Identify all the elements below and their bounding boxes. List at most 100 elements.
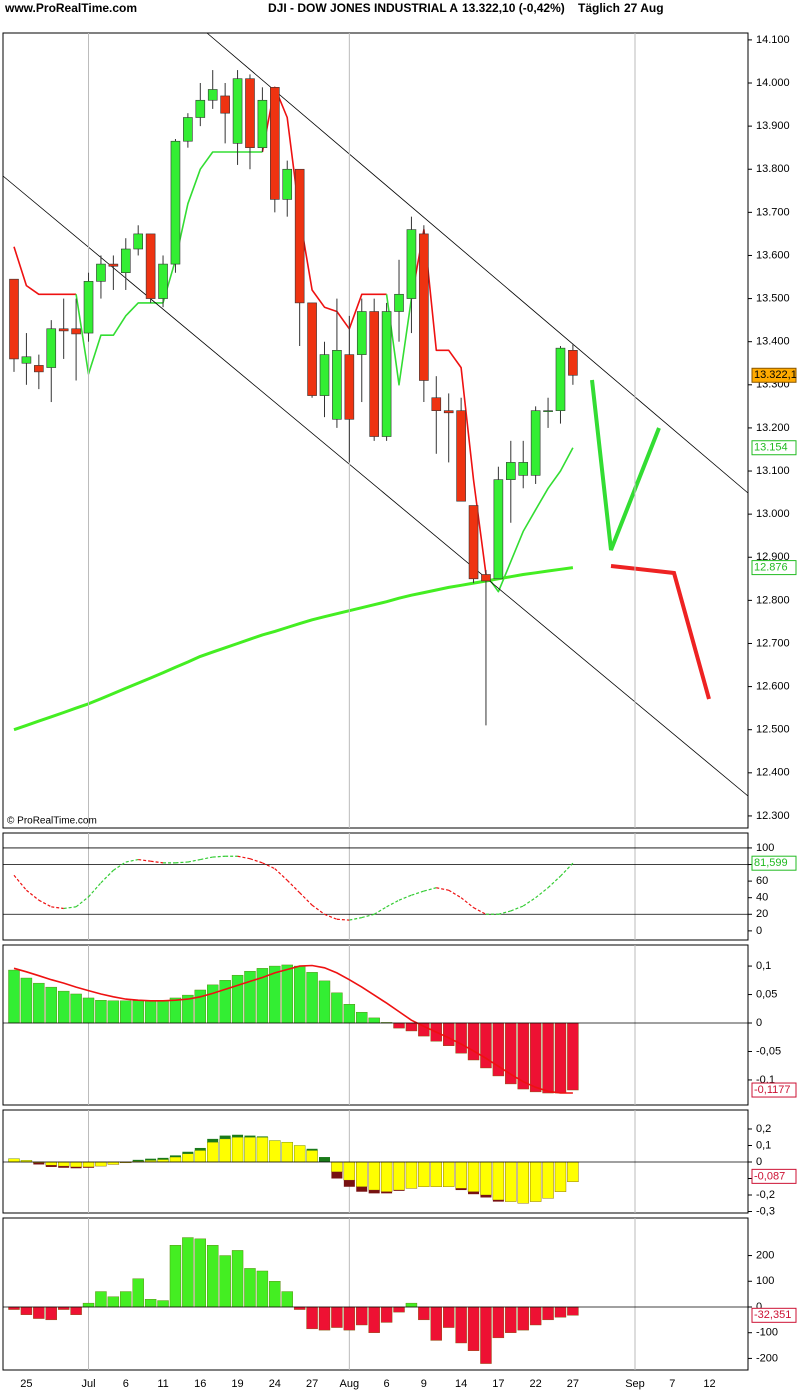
- candle-body: [481, 574, 491, 582]
- y-tick-label: 100: [756, 842, 774, 854]
- candle-body: [505, 462, 516, 480]
- candle-body: [207, 89, 218, 101]
- last-value-label: -32,351: [754, 1309, 791, 1321]
- bar: [529, 1161, 542, 1202]
- bar-cap: [244, 1135, 256, 1138]
- bar-cap: [331, 1171, 343, 1179]
- bar-cap: [58, 1166, 70, 1168]
- bar-cap: [256, 1136, 268, 1138]
- bar: [306, 972, 318, 1024]
- candle-body: [170, 140, 181, 265]
- candle-body: [294, 168, 305, 304]
- bar: [331, 1161, 343, 1173]
- candle-body: [555, 347, 566, 411]
- bar: [82, 1161, 95, 1168]
- candle-body: [468, 505, 479, 580]
- bar: [343, 1161, 356, 1181]
- candle-body: [307, 302, 317, 396]
- line-segment: [311, 904, 325, 915]
- last-value-box: [751, 1168, 797, 1184]
- bar: [33, 982, 45, 1024]
- y-tick-label: 0: [756, 1156, 762, 1168]
- line-segment: [262, 862, 276, 870]
- y-tick-label: -100: [756, 1327, 778, 1339]
- y-tick-label: 13.100: [756, 465, 790, 477]
- bar: [467, 1161, 480, 1192]
- bar: [45, 1306, 57, 1321]
- last-value-label: 13.154: [754, 442, 788, 454]
- last-value-label: 13.322,1: [754, 369, 797, 381]
- last-value-box: [751, 1307, 797, 1323]
- bar: [467, 1022, 480, 1061]
- bar: [430, 1306, 442, 1341]
- line-segment: [299, 892, 313, 906]
- bar: [70, 1161, 82, 1168]
- bar: [306, 1150, 318, 1163]
- line-segment: [38, 899, 52, 908]
- last-value-label: -0,087: [754, 1170, 785, 1182]
- source: www.ProRealTime.com: [4, 1, 137, 15]
- x-tick-label: 14: [455, 1378, 467, 1390]
- line-segment: [200, 856, 213, 861]
- candle-body: [34, 365, 44, 373]
- bar-cap: [219, 1135, 231, 1139]
- line-segment: [373, 906, 387, 915]
- last-value-box: [751, 560, 797, 576]
- bar: [529, 1022, 542, 1093]
- line-segment: [411, 890, 425, 896]
- line-segment: [150, 860, 164, 864]
- bar: [480, 1161, 492, 1196]
- bar: [455, 1022, 467, 1054]
- x-tick-label: 6: [123, 1378, 129, 1390]
- bar: [443, 1161, 455, 1187]
- y-tick-label: 20: [756, 908, 768, 920]
- bar: [529, 1306, 542, 1326]
- bar-cap: [70, 1166, 82, 1169]
- y-tick-label: 200: [756, 1249, 774, 1261]
- line-segment: [237, 855, 251, 860]
- bar: [542, 1306, 554, 1321]
- bar: [443, 1022, 455, 1046]
- bar: [430, 1161, 442, 1187]
- bar: [45, 1161, 57, 1166]
- bar: [244, 1137, 256, 1163]
- bar: [207, 984, 219, 1024]
- copyright: © ProRealTime.com: [7, 816, 97, 827]
- candle-body: [443, 410, 454, 414]
- bar: [219, 980, 231, 1024]
- bar: [356, 1306, 368, 1326]
- bar: [231, 1137, 244, 1163]
- bar: [281, 1141, 293, 1163]
- candle-body: [145, 233, 156, 299]
- bar: [207, 1141, 219, 1163]
- bar: [455, 1306, 467, 1344]
- line-segment: [386, 899, 400, 908]
- x-tick-label: 12: [703, 1378, 715, 1390]
- bar: [95, 1161, 107, 1167]
- candle-body: [394, 293, 404, 312]
- y-tick-label: 13.400: [756, 336, 790, 348]
- x-tick-label: 6: [384, 1378, 390, 1390]
- bar: [405, 1302, 418, 1308]
- candle-body: [456, 410, 466, 502]
- bar: [368, 1161, 380, 1191]
- bar: [368, 1306, 380, 1333]
- bar: [393, 1022, 405, 1029]
- candle-body: [83, 281, 94, 334]
- candle-body: [493, 479, 504, 580]
- bar: [554, 1306, 567, 1318]
- candle-body: [332, 350, 342, 420]
- bar: [169, 1156, 182, 1163]
- bar: [194, 1150, 207, 1163]
- panel-frame: [2, 1109, 749, 1214]
- channel-lower: [2, 175, 749, 797]
- bar: [8, 969, 20, 1024]
- bar: [356, 1161, 368, 1187]
- bar: [380, 1306, 393, 1323]
- y-tick-label: 13.700: [756, 206, 790, 218]
- line-segment: [125, 858, 139, 863]
- line-segment: [13, 874, 27, 891]
- y-tick-label: 13.900: [756, 120, 790, 132]
- x-tick-label: Jul: [81, 1378, 95, 1390]
